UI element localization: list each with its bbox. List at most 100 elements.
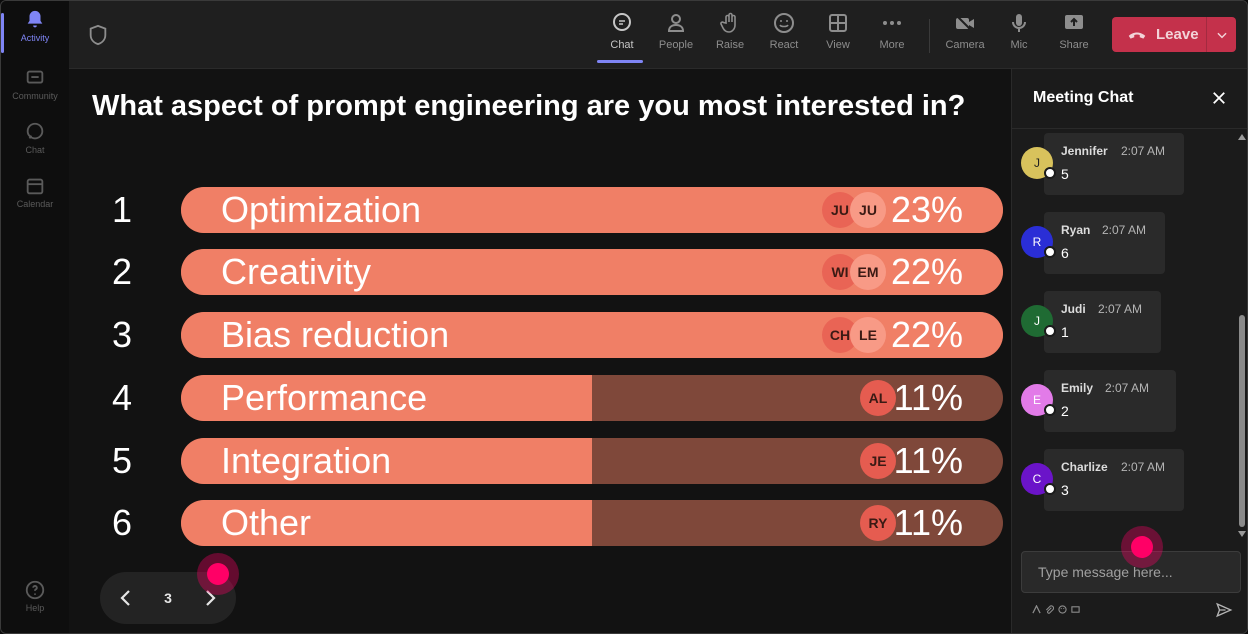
chat-message[interactable]: Judi 2:07 AM 1 [1044,291,1161,353]
sender-avatar[interactable]: C [1021,463,1056,495]
scroll-down-arrow[interactable] [1238,531,1246,537]
option-number: 5 [111,440,133,481]
attach-icon[interactable] [1045,605,1054,614]
rail-label-help: Help [25,603,45,613]
scroll-up-arrow[interactable] [1238,134,1246,140]
raise-hand-button[interactable]: Raise [703,11,757,61]
meeting-chat-panel: Meeting Chat Jennifer 2:07 AM 5 J Ryan 2:07 A… [1011,69,1247,633]
poll-option-row: 6 Other RY 11% [69,500,1011,546]
page-number: 3 [164,590,172,606]
rail-item-help[interactable]: Help [1,579,69,633]
avatar-initial: E [1032,393,1041,407]
chat-scrollbar[interactable] [1235,129,1247,543]
help-icon [25,580,45,600]
sender-name: Judi [1061,302,1086,316]
message-text: 5 [1061,166,1069,182]
voter-avatar: LE [850,317,886,353]
rail-item-activity[interactable]: Activity [1,9,69,63]
option-number: 3 [111,314,133,355]
chevron-left-icon[interactable] [114,586,138,610]
avatar-initial: J [1034,314,1040,328]
mic-button-label: Mic [1010,39,1028,51]
people-icon [667,14,685,32]
option-result-bar: Other RY 11% [181,500,1003,546]
sender-name: Jennifer [1061,144,1108,158]
pointer-highlight [207,563,229,585]
avatar-initial: C [1032,472,1042,486]
sender-name: Charlize [1061,460,1108,474]
avatar-initial: J [1034,156,1040,170]
option-number: 1 [111,189,133,230]
rail-label-community: Community [12,91,58,101]
poll-option-row: 2 Creativity WI EM 22% [69,249,1011,295]
shield-icon[interactable] [87,23,109,47]
option-result-bar: Performance AL 11% [181,375,1003,421]
sender-avatar[interactable]: R [1021,226,1056,258]
message-text: 1 [1061,324,1069,340]
avatar-initial: R [1032,235,1042,249]
hang-up-icon [1128,31,1146,39]
leave-options-dropdown[interactable] [1206,17,1236,52]
sender-avatar[interactable]: J [1021,147,1056,179]
rail-item-calendar[interactable]: Calendar [1,175,69,229]
people-button[interactable]: People [649,11,703,61]
chat-title: Meeting Chat [1033,89,1134,106]
rail-item-community[interactable]: Community [1,67,69,121]
presence-indicator [1044,483,1056,495]
format-icon[interactable] [1032,605,1041,614]
share-button[interactable]: Share [1047,11,1101,61]
message-text: 2 [1061,403,1069,419]
poll-option-row: 1 Optimization JU JU 23% [69,187,1011,233]
message-text: 6 [1061,245,1069,261]
emoji-icon[interactable] [1058,605,1067,614]
rail-item-chat[interactable]: Chat [1,121,69,175]
close-icon[interactable] [1210,89,1228,107]
camera-button[interactable]: Camera [938,11,992,61]
option-label: Integration [221,440,392,481]
chat-message[interactable]: Charlize 2:07 AM 3 [1044,449,1184,511]
chat-message[interactable]: Ryan 2:07 AM 6 [1044,212,1165,274]
chevron-right-icon[interactable] [198,586,222,610]
grid-icon [829,14,847,32]
message-compose-box[interactable] [1021,551,1241,593]
sender-avatar[interactable]: J [1021,305,1056,337]
option-label: Performance [221,377,428,418]
chat-button[interactable]: Chat [595,11,649,63]
voter-avatar: JU [822,192,858,228]
pointer-highlight [1131,536,1153,558]
chat-icon [613,13,631,31]
voter-avatar: JE [860,443,896,479]
option-label: Bias reduction [221,314,450,355]
option-percentage: 11% [893,377,963,418]
more-button[interactable]: More [865,11,919,61]
option-result-bar: Bias reduction CH LE 22% [181,312,1003,358]
chat-header: Meeting Chat [1012,69,1247,129]
send-icon[interactable] [1214,601,1234,619]
message-timestamp: 2:07 AM [1105,381,1150,395]
leave-button[interactable]: Leave [1112,17,1236,52]
toolbar-divider [929,19,930,53]
view-button[interactable]: View [811,11,865,61]
more-button-label: More [879,39,905,51]
message-input[interactable] [1022,552,1240,592]
presence-indicator [1044,404,1056,416]
poll-question: What aspect of prompt engineering are yo… [92,90,966,122]
option-percentage: 11% [893,502,963,543]
sender-avatar[interactable]: E [1021,384,1056,416]
message-timestamp: 2:07 AM [1121,144,1166,158]
gif-icon[interactable] [1071,605,1080,614]
chat-message[interactable]: Jennifer 2:07 AM 5 [1044,133,1184,195]
mic-button[interactable]: Mic [992,11,1046,61]
option-label: Optimization [221,189,422,230]
view-button-label: View [826,39,850,51]
voter-avatar: RY [860,505,896,541]
chat-message[interactable]: Emily 2:07 AM 2 [1044,370,1176,432]
option-label: Creativity [221,251,372,292]
option-percentage: 22% [890,251,963,292]
message-timestamp: 2:07 AM [1102,223,1147,237]
chat-message-list[interactable]: Jennifer 2:07 AM 5 J Ryan 2:07 AM 6 R Judi 2:07 A… [1012,129,1236,543]
react-button[interactable]: React [757,11,811,61]
scroll-thumb[interactable] [1239,315,1245,527]
rail-label-chat: Chat [25,145,45,155]
